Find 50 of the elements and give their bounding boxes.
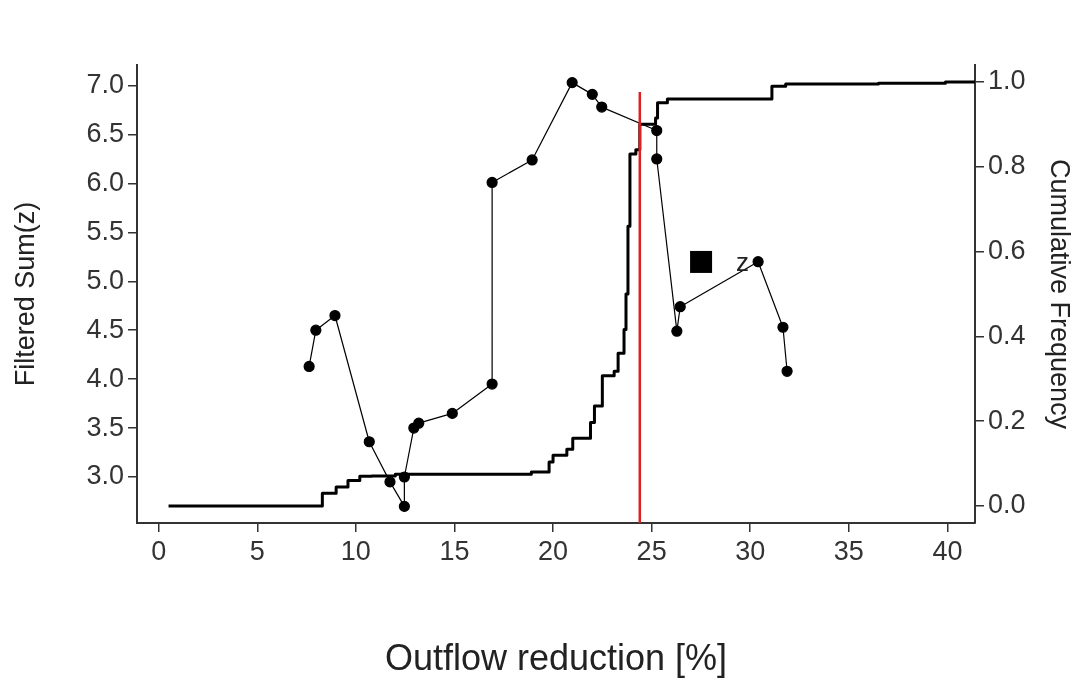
point <box>363 436 375 448</box>
y2-tick-label: 0.4 <box>988 319 1026 350</box>
point <box>671 325 683 337</box>
y2-axis-title: Cumulative Frequency <box>1045 158 1076 430</box>
point <box>651 153 663 165</box>
point <box>752 256 764 268</box>
y-tick-label: 3.0 <box>86 460 124 491</box>
y-tick-label: 7.0 <box>86 69 124 99</box>
x-tick-label: 10 <box>340 535 371 566</box>
y2-tick-label: 0.0 <box>988 489 1026 520</box>
x-tick-label: 5 <box>249 535 265 566</box>
x-tick-label: 0 <box>151 535 167 566</box>
y-tick-label: 5.0 <box>86 264 124 295</box>
point <box>526 154 538 166</box>
point <box>398 500 410 512</box>
y2-tick-label: 0.2 <box>988 404 1026 435</box>
y-tick-label: 5.5 <box>86 215 124 246</box>
point <box>781 365 793 377</box>
point <box>384 476 396 488</box>
y-tick-label: 4.0 <box>86 362 124 393</box>
point <box>310 324 322 336</box>
y-tick-label: 6.0 <box>86 166 124 197</box>
x-tick-label: 40 <box>932 535 963 566</box>
y2-tick-label: 1.0 <box>988 65 1026 96</box>
point <box>329 309 341 322</box>
point <box>446 407 458 419</box>
x-tick-label: 35 <box>833 535 864 566</box>
y-tick-label: 3.5 <box>86 411 124 442</box>
point <box>413 417 425 429</box>
x-axis-title: Outflow reduction [%] <box>384 637 728 679</box>
point <box>303 360 315 373</box>
point <box>486 378 498 390</box>
point <box>596 101 608 113</box>
y-tick-label: 4.5 <box>86 313 124 344</box>
point <box>777 321 789 333</box>
legend-label: z <box>736 247 750 278</box>
y2-tick-label: 0.8 <box>988 150 1026 181</box>
point <box>674 301 686 313</box>
point <box>486 176 498 189</box>
y-axis-title: Filtered Sum(z) <box>9 201 40 387</box>
y2-tick-label: 0.6 <box>988 235 1026 266</box>
point <box>586 88 598 100</box>
x-tick-label: 25 <box>636 535 667 566</box>
point <box>651 124 663 137</box>
x-tick-label: 20 <box>538 535 569 566</box>
x-tick-label: 15 <box>439 535 470 566</box>
y-tick-label: 6.5 <box>86 117 124 148</box>
point <box>566 77 578 89</box>
x-tick-label: 30 <box>735 535 766 566</box>
point <box>398 471 410 483</box>
